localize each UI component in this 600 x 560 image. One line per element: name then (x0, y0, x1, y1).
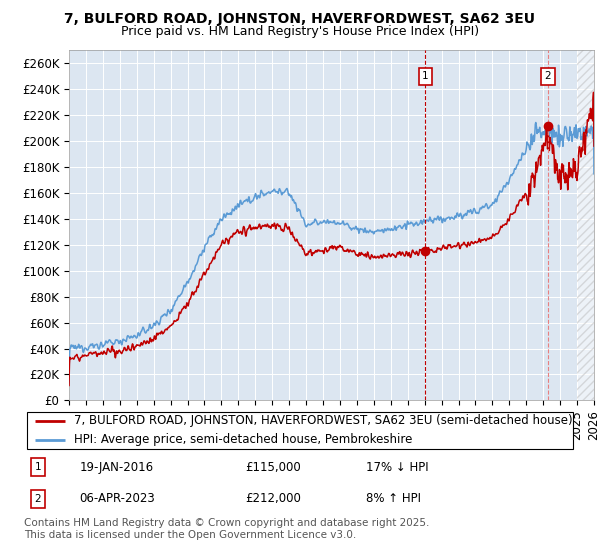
Text: 1: 1 (34, 462, 41, 472)
Text: HPI: Average price, semi-detached house, Pembrokeshire: HPI: Average price, semi-detached house,… (74, 433, 412, 446)
Text: 7, BULFORD ROAD, JOHNSTON, HAVERFORDWEST, SA62 3EU: 7, BULFORD ROAD, JOHNSTON, HAVERFORDWEST… (65, 12, 536, 26)
Text: 06-APR-2023: 06-APR-2023 (79, 492, 155, 505)
Text: 2: 2 (34, 494, 41, 504)
Text: £115,000: £115,000 (245, 461, 301, 474)
Text: 8% ↑ HPI: 8% ↑ HPI (366, 492, 421, 505)
Text: 19-JAN-2016: 19-JAN-2016 (79, 461, 154, 474)
Text: Price paid vs. HM Land Registry's House Price Index (HPI): Price paid vs. HM Land Registry's House … (121, 25, 479, 38)
Text: £212,000: £212,000 (245, 492, 301, 505)
Bar (577, 50, 594, 400)
Text: 17% ↓ HPI: 17% ↓ HPI (366, 461, 429, 474)
Text: 2: 2 (544, 71, 551, 81)
Text: 1: 1 (422, 71, 429, 81)
Text: Contains HM Land Registry data © Crown copyright and database right 2025.
This d: Contains HM Land Registry data © Crown c… (24, 518, 430, 540)
Text: 7, BULFORD ROAD, JOHNSTON, HAVERFORDWEST, SA62 3EU (semi-detached house): 7, BULFORD ROAD, JOHNSTON, HAVERFORDWEST… (74, 414, 572, 427)
FancyBboxPatch shape (27, 412, 572, 449)
